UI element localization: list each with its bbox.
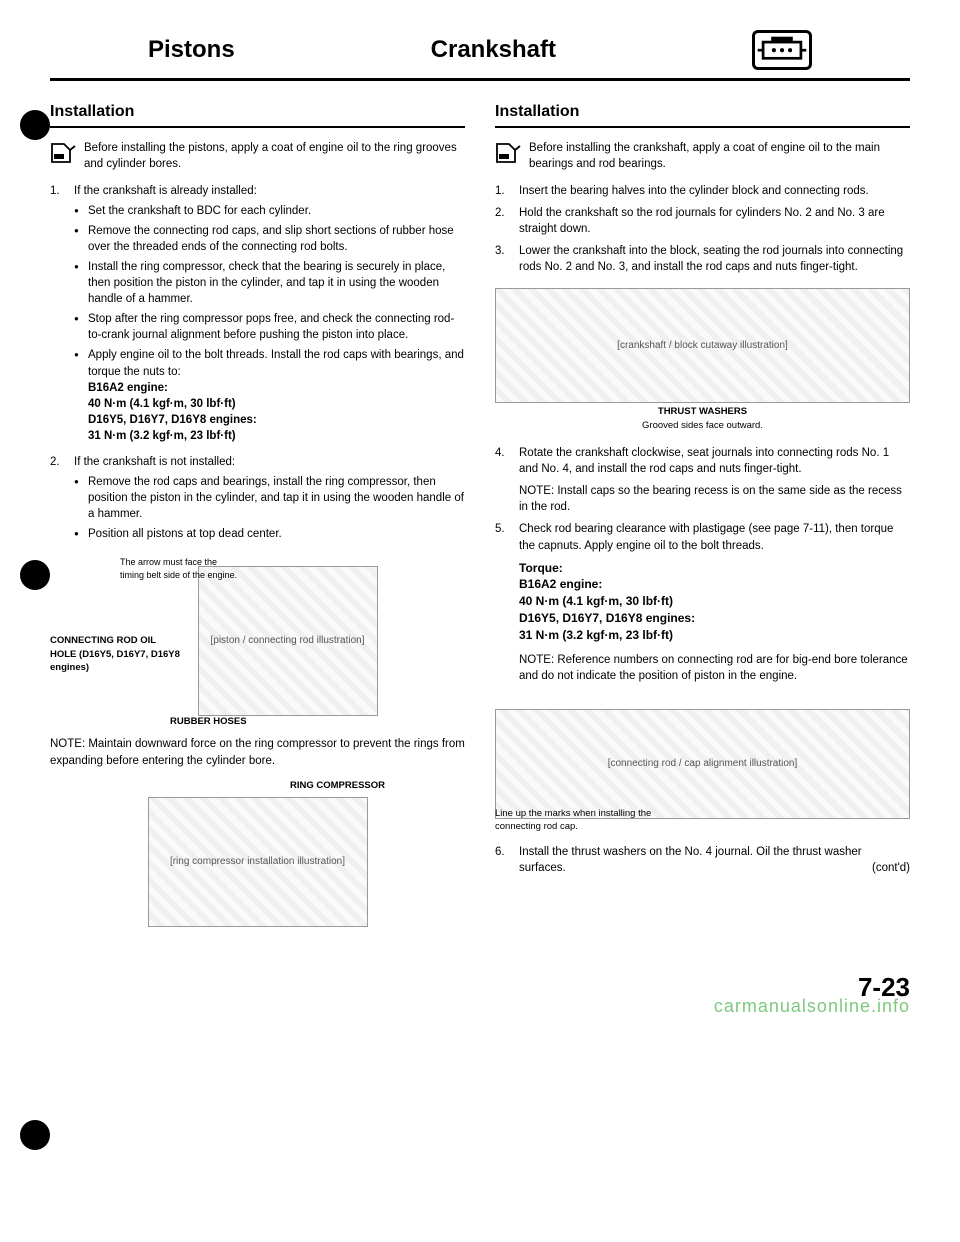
- list-item: 5. Check rod bearing clearance with plas…: [495, 521, 910, 553]
- list-item: 3. Lower the crankshaft into the block, …: [495, 243, 910, 275]
- notice-text: Before installing the pistons, apply a c…: [84, 140, 465, 172]
- note-text: NOTE: Reference numbers on connecting ro…: [519, 652, 910, 684]
- item-number: 1.: [50, 183, 64, 448]
- list-item: 1. Insert the bearing halves into the cy…: [495, 183, 910, 199]
- bullet: Apply engine oil to the bolt threads. In…: [74, 347, 465, 444]
- list-item: 6. Install the thrust washers on the No.…: [495, 844, 910, 876]
- arrow-note: The arrow must face the timing belt side…: [120, 556, 240, 581]
- bullet-text: Apply engine oil to the bolt threads. In…: [88, 349, 464, 377]
- spec-line: D16Y5, D16Y7, D16Y8 engines:: [519, 610, 910, 627]
- item-text: Check rod bearing clearance with plastig…: [519, 521, 910, 553]
- figure-placeholder: [connecting rod / cap alignment illustra…: [495, 709, 910, 819]
- figure-placeholder: [piston / connecting rod illustration]: [198, 566, 378, 716]
- header-right-title: Crankshaft: [431, 33, 556, 67]
- bullet: Remove the rod caps and bearings, instal…: [74, 474, 465, 522]
- spec-line: D16Y5, D16Y7, D16Y8 engines:: [88, 414, 257, 426]
- rod-cap-figure: [connecting rod / cap alignment illustra…: [495, 694, 910, 834]
- bullet: Position all pistons at top dead center.: [74, 526, 465, 542]
- spec-line: B16A2 engine:: [88, 382, 168, 394]
- rod-cap-caption: Line up the marks when installing the co…: [495, 807, 655, 834]
- bullet-list: Set the crankshaft to BDC for each cylin…: [74, 203, 465, 444]
- bullet: Remove the connecting rod caps, and slip…: [74, 223, 465, 255]
- item-number: 5.: [495, 521, 509, 553]
- item-number: 2.: [50, 454, 64, 546]
- note-text: NOTE: Maintain downward force on the rin…: [50, 736, 465, 768]
- crankshaft-figure: [crankshaft / block cutaway illustration…: [495, 285, 910, 435]
- item-text: Lower the crankshaft into the block, sea…: [519, 243, 910, 275]
- spec-line: B16A2 engine:: [519, 576, 910, 593]
- ring-compressor-label: RING COMPRESSOR: [290, 779, 385, 792]
- spec-line: 31 N·m (3.2 kgf·m, 23 lbf·ft): [519, 627, 910, 644]
- page-header: Pistons Crankshaft: [50, 30, 910, 81]
- torque-heading: Torque:: [519, 560, 910, 577]
- thrust-washers-label: THRUST WASHERS: [642, 405, 763, 418]
- left-column: Installation Before installing the pisto…: [50, 101, 465, 939]
- margin-dot: [20, 110, 50, 140]
- item-text: Hold the crankshaft so the rod journals …: [519, 205, 910, 237]
- item-number: 3.: [495, 243, 509, 275]
- item-number: 6.: [495, 844, 509, 876]
- ring-compressor-figure: RING COMPRESSOR [ring compressor install…: [50, 779, 465, 929]
- item-text: If the crankshaft is already installed:: [74, 185, 257, 197]
- thrust-washers-caption: Grooved sides face outward.: [642, 419, 763, 432]
- item-text: If the crankshaft is not installed:: [74, 456, 235, 468]
- right-heading: Installation: [495, 101, 910, 128]
- header-left-title: Pistons: [148, 33, 235, 67]
- item-number: 1.: [495, 183, 509, 199]
- piston-figure: The arrow must face the timing belt side…: [50, 556, 465, 726]
- spec-line: 40 N·m (4.1 kgf·m, 30 lbf·ft): [88, 398, 236, 410]
- note-text: NOTE: Install caps so the bearing recess…: [519, 483, 910, 515]
- list-item: 4. Rotate the crankshaft clockwise, seat…: [495, 445, 910, 477]
- margin-dot: [20, 1120, 50, 1150]
- list-item: 2. Hold the crankshaft so the rod journa…: [495, 205, 910, 237]
- oil-notice-right: Before installing the crankshaft, apply …: [495, 140, 910, 172]
- contd-label: (cont'd): [872, 860, 910, 876]
- bullet: Set the crankshaft to BDC for each cylin…: [74, 203, 465, 219]
- watermark: carmanualsonline.info: [714, 994, 910, 1019]
- spec-line: 40 N·m (4.1 kgf·m, 30 lbf·ft): [519, 593, 910, 610]
- oil-notice-left: Before installing the pistons, apply a c…: [50, 140, 465, 172]
- bullet: Install the ring compressor, check that …: [74, 259, 465, 307]
- bullet: Stop after the ring compressor pops free…: [74, 311, 465, 343]
- spec-line: 31 N·m (3.2 kgf·m, 23 lbf·ft): [88, 430, 236, 442]
- margin-dot: [20, 560, 50, 590]
- notice-text: Before installing the crankshaft, apply …: [529, 140, 910, 172]
- figure-placeholder: [crankshaft / block cutaway illustration…: [495, 288, 910, 403]
- rubber-hoses-label: RUBBER HOSES: [170, 715, 247, 728]
- item-number: 4.: [495, 445, 509, 477]
- figure-placeholder: [ring compressor installation illustrati…: [148, 797, 368, 927]
- item-text: Install the thrust washers on the No. 4 …: [519, 846, 862, 874]
- bullet-list: Remove the rod caps and bearings, instal…: [74, 474, 465, 542]
- oil-can-icon: [50, 140, 76, 166]
- engine-icon: [752, 30, 812, 70]
- oil-can-icon: [495, 140, 521, 166]
- item-number: 2.: [495, 205, 509, 237]
- list-item: 2. If the crankshaft is not installed: R…: [50, 454, 465, 546]
- oil-hole-label: CONNECTING ROD OIL HOLE (D16Y5, D16Y7, D…: [50, 634, 180, 674]
- item-text: Insert the bearing halves into the cylin…: [519, 183, 910, 199]
- right-column: Installation Before installing the crank…: [495, 101, 910, 939]
- list-item: 1. If the crankshaft is already installe…: [50, 183, 465, 448]
- left-heading: Installation: [50, 101, 465, 128]
- item-text: Rotate the crankshaft clockwise, seat jo…: [519, 445, 910, 477]
- torque-spec: Torque: B16A2 engine: 40 N·m (4.1 kgf·m,…: [519, 560, 910, 644]
